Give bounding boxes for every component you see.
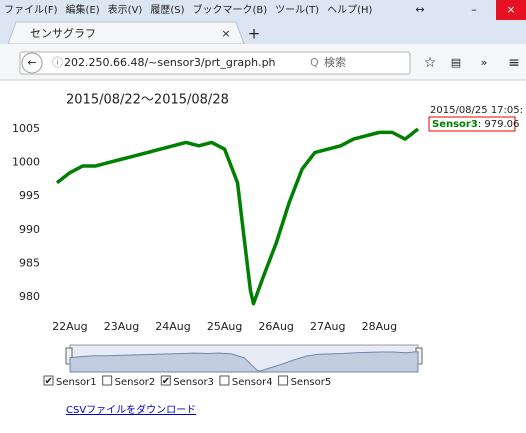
menu-item[interactable]: ファイル(F) — [4, 5, 58, 16]
tooltip-box — [428, 116, 516, 132]
checkbox[interactable] — [160, 375, 171, 386]
y-tick-label: 980 — [19, 290, 40, 303]
menu-item[interactable]: ヘルプ(H) — [327, 4, 372, 16]
tooltip-date: 2015/08/25 17:05: — [430, 105, 523, 116]
menu-item[interactable]: ツール(T) — [275, 5, 319, 16]
close-button[interactable] — [496, 0, 526, 20]
search-icon: Q — [310, 56, 319, 69]
checkbox[interactable] — [102, 375, 113, 386]
overflow-icon[interactable]: » — [481, 56, 488, 69]
menu-item[interactable]: 表示(V) — [108, 3, 143, 16]
menu-bar — [0, 0, 526, 20]
close-icon: × — [506, 3, 515, 16]
checkbox[interactable] — [219, 375, 230, 386]
back-icon: ← — [27, 56, 36, 69]
resize-icon[interactable]: ↔ — [415, 3, 424, 16]
checkbox[interactable] — [43, 375, 54, 386]
y-tick-label: 995 — [19, 189, 40, 202]
menu-icon[interactable]: ≡ — [508, 55, 520, 71]
x-tick-label: 27Aug — [310, 320, 345, 333]
y-tick-label: 990 — [19, 223, 40, 236]
menu-item[interactable]: ブックマーク(B) — [193, 3, 268, 16]
x-tick-label: 24Aug — [155, 320, 190, 333]
data-line — [55, 127, 420, 306]
csv-link[interactable]: CSVファイルをダウンロード — [66, 403, 196, 416]
menu-item[interactable]: 編集(E) — [66, 3, 100, 16]
checkbox-label: Sensor1 — [56, 377, 97, 388]
tooltip-series: Sensor3 — [432, 119, 478, 130]
checkmark: ✔ — [45, 376, 53, 387]
y-tick-label: 1000 — [12, 156, 40, 169]
y-tick-label: 1005 — [12, 122, 40, 135]
nav-handle-left[interactable] — [65, 347, 73, 365]
info-icon: ⓘ — [52, 56, 63, 69]
x-tick-label: 22Aug — [52, 320, 87, 333]
search-text: 検索 — [324, 55, 346, 69]
tooltip: Sensor3: 979.06 — [432, 119, 519, 130]
tab-title: センサグラフ — [30, 26, 96, 40]
y-tick-label: 985 — [19, 256, 40, 269]
checkbox-label: Sensor3 — [173, 377, 214, 388]
checkbox[interactable] — [278, 375, 289, 386]
navigator-area — [69, 351, 419, 373]
tooltip-value: : 979.06 — [478, 119, 520, 130]
bookmark-icon[interactable]: ☆ — [424, 55, 437, 71]
x-tick-label: 28Aug — [362, 320, 397, 333]
menu-item[interactable]: 履歴(S) — [150, 4, 184, 16]
url-field[interactable] — [19, 51, 411, 75]
url: 202.250.66.48/~sensor3/prt_graph.ph — [64, 56, 276, 69]
x-tick-label: 23Aug — [104, 320, 139, 333]
minimize-icon[interactable]: – — [471, 3, 477, 16]
x-tick-label: 26Aug — [258, 320, 293, 333]
library-icon[interactable]: ▤ — [451, 56, 461, 69]
chart-title: 2015/08/22〜2015/08/28 — [66, 93, 229, 108]
checkbox-label: Sensor2 — [115, 377, 156, 388]
new-tab[interactable]: + — [248, 25, 261, 43]
checkmark: ✔ — [162, 376, 170, 387]
checkbox-label: Sensor4 — [232, 377, 273, 388]
x-tick-label: 25Aug — [207, 320, 242, 333]
checkbox-label: Sensor5 — [291, 377, 332, 388]
tab-close[interactable]: × — [221, 27, 230, 40]
back-button[interactable] — [21, 52, 43, 74]
